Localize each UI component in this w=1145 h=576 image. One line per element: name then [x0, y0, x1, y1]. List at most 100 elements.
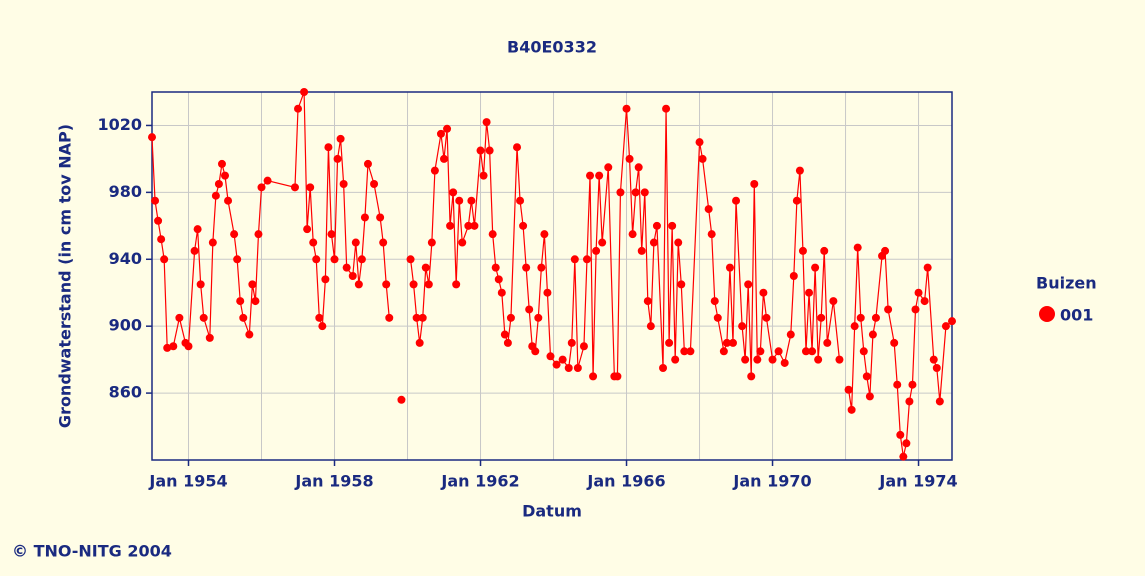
data-point — [747, 372, 756, 381]
x-tick-label: Jan 1966 — [586, 472, 665, 491]
data-point — [695, 138, 704, 147]
data-point — [847, 405, 856, 414]
data-point — [592, 246, 601, 255]
data-point — [303, 225, 312, 234]
data-point — [573, 364, 582, 372]
data-point — [823, 338, 832, 347]
data-point — [233, 255, 242, 264]
data-point — [494, 275, 503, 284]
y-tick-label: 980 — [109, 182, 142, 201]
data-point — [427, 238, 436, 247]
data-point — [148, 133, 156, 142]
data-point — [862, 372, 871, 381]
data-point — [482, 118, 491, 127]
x-axis-label: Datum — [522, 502, 582, 521]
data-point — [409, 280, 418, 289]
data-point — [732, 196, 741, 205]
data-point — [640, 188, 649, 197]
data-point — [929, 355, 938, 364]
data-point — [230, 230, 239, 239]
data-point — [379, 238, 388, 247]
data-point — [579, 342, 588, 351]
data-line — [409, 108, 841, 377]
data-point — [208, 238, 217, 247]
data-point — [443, 124, 452, 133]
legend-title: Buizen — [1036, 274, 1097, 293]
data-point — [348, 272, 357, 280]
data-point — [385, 313, 394, 322]
data-point — [652, 221, 661, 230]
data-point — [513, 143, 522, 152]
data-point — [376, 213, 385, 222]
data-point — [464, 221, 473, 230]
data-point — [935, 397, 944, 406]
data-point — [881, 246, 890, 255]
data-point — [868, 330, 877, 339]
data-point — [616, 188, 625, 197]
data-point — [774, 347, 783, 356]
x-tick-label: Jan 1974 — [878, 472, 957, 491]
data-point — [488, 230, 497, 239]
data-point — [300, 88, 309, 96]
data-point — [829, 297, 838, 306]
data-point — [586, 171, 595, 180]
data-point — [835, 355, 844, 364]
legend-marker — [1039, 306, 1055, 322]
data-point — [370, 180, 379, 188]
data-point — [157, 235, 166, 244]
data-point — [850, 322, 859, 331]
data-point — [780, 358, 789, 367]
data-point — [756, 347, 765, 356]
data-point — [315, 313, 324, 322]
data-point — [531, 347, 540, 356]
y-tick-label: 1020 — [97, 115, 142, 134]
data-point — [257, 183, 266, 192]
data-point — [628, 230, 637, 239]
data-point — [668, 221, 677, 230]
data-point — [671, 355, 680, 364]
data-point — [254, 230, 263, 239]
data-point — [884, 305, 893, 314]
data-point — [500, 330, 509, 339]
data-point — [728, 338, 737, 347]
data-point — [239, 313, 248, 322]
data-point — [476, 146, 485, 155]
data-point — [360, 213, 369, 222]
data-point — [245, 330, 254, 339]
data-point — [598, 238, 607, 247]
data-point — [923, 263, 932, 272]
data-point — [753, 355, 762, 364]
data-point — [452, 280, 461, 289]
data-point — [491, 263, 500, 272]
data-point — [294, 104, 303, 113]
footer: © TNO-NITG 2004 — [12, 542, 172, 561]
data-point — [595, 171, 604, 180]
data-point — [470, 221, 479, 230]
data-point — [354, 280, 363, 289]
data-point — [184, 342, 193, 351]
data-point — [339, 180, 348, 188]
data-point — [224, 196, 233, 205]
data-point — [853, 243, 862, 252]
data-point — [421, 263, 430, 272]
data-point — [677, 280, 686, 289]
data-point — [625, 154, 634, 163]
data-point — [911, 305, 920, 314]
chart-title: B40E0332 — [507, 38, 597, 57]
data-point — [458, 238, 467, 247]
data-point — [318, 322, 327, 331]
data-point — [497, 288, 506, 297]
data-point — [719, 347, 728, 356]
data-point — [698, 154, 707, 163]
data-point — [214, 180, 223, 188]
data-point — [659, 364, 668, 372]
data-point — [570, 255, 579, 264]
data-point — [899, 452, 908, 461]
data-point — [920, 297, 929, 306]
data-point — [312, 255, 321, 264]
data-point — [941, 322, 950, 331]
data-point — [543, 288, 552, 297]
data-point — [613, 372, 622, 381]
